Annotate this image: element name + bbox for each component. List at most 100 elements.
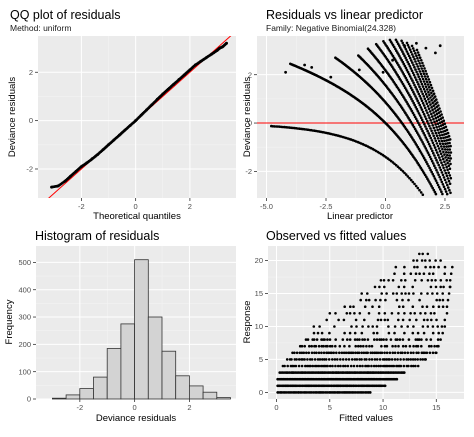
rvp-point — [413, 93, 416, 96]
ovf-point — [385, 338, 388, 341]
ovf-point — [355, 364, 359, 368]
rvp-point — [411, 180, 415, 184]
ovf-point — [349, 305, 352, 309]
rvp-point — [404, 66, 408, 70]
ovf-point — [312, 338, 316, 341]
rvp-point — [438, 156, 441, 159]
qq-point — [95, 153, 98, 157]
ovf-point — [303, 358, 306, 361]
ovf-point — [311, 364, 315, 368]
x-tick-label: 5 — [328, 403, 332, 412]
rvp-point — [436, 161, 439, 164]
ovf-point — [419, 358, 422, 361]
rvp-point — [408, 65, 412, 68]
rvp-point — [441, 142, 445, 146]
rvp-point — [431, 149, 434, 153]
rvp-point — [448, 174, 452, 177]
ovf-point — [407, 358, 410, 361]
ovf-point — [411, 285, 415, 289]
rvp-point — [449, 157, 453, 160]
rvp-point — [412, 125, 416, 129]
ovf-point — [440, 325, 444, 328]
ovf-point — [443, 265, 447, 269]
rvp-point — [448, 154, 452, 157]
ovf-point — [451, 265, 454, 269]
ovf-point — [397, 285, 401, 289]
rvp-point — [424, 125, 427, 128]
ovf-point — [424, 259, 427, 262]
rvp-point — [425, 109, 428, 112]
rvp-point — [438, 175, 442, 179]
rvp-point — [425, 127, 428, 131]
y-tick-label: 15 — [255, 289, 263, 298]
ovf-point — [308, 358, 312, 361]
rvp-point — [421, 92, 425, 96]
rvp-point — [435, 158, 438, 162]
rvp-point — [431, 186, 435, 190]
x-tick-label: 2 — [187, 403, 191, 412]
rvp-point — [432, 97, 435, 100]
ovf-point — [344, 364, 347, 368]
ovf-point — [283, 364, 286, 368]
hist-bar — [188, 385, 204, 400]
x-tick-label: 2 — [188, 202, 192, 211]
rvp-point — [415, 107, 419, 111]
rvp-point — [417, 75, 421, 78]
rvp-point — [442, 185, 446, 188]
ovf-point — [382, 338, 385, 341]
rvp-point — [421, 101, 425, 105]
rvp-point — [429, 168, 432, 172]
rvp-point — [433, 114, 437, 117]
ovf-point — [385, 292, 388, 295]
ovf-point — [285, 358, 289, 361]
rvp-point — [430, 121, 434, 125]
rvp-point — [447, 164, 451, 168]
ovf-point — [445, 279, 449, 282]
ovf-point — [358, 364, 362, 368]
qq-x-axis-label: Theoretical quantiles — [93, 211, 181, 222]
rvp-point — [424, 46, 428, 50]
ovf-point — [312, 331, 316, 335]
rvp-point — [437, 139, 441, 143]
ovf-point — [304, 364, 307, 368]
ovf-point — [322, 344, 325, 348]
ovf-point — [402, 364, 406, 368]
ovf-point — [411, 358, 415, 361]
ovf-point — [412, 325, 415, 328]
qq-point — [154, 99, 158, 102]
x-tick-label: 2.5 — [440, 202, 450, 211]
qq-point — [55, 184, 59, 188]
rvp-point — [414, 105, 418, 109]
qq-point — [187, 69, 191, 73]
rvp-point — [441, 163, 444, 167]
rvp-point — [422, 156, 426, 160]
rvp-point — [446, 142, 449, 145]
rvp-point — [422, 143, 425, 146]
rvp-point — [399, 57, 402, 60]
rvp-point — [413, 76, 417, 79]
rvp-point — [420, 108, 424, 111]
ovf-point — [326, 338, 329, 341]
rvp-point — [444, 125, 448, 129]
rvp-point — [432, 162, 435, 165]
hist-y-axis-label: Frequency — [4, 299, 15, 344]
qq-point — [100, 149, 104, 153]
y-tick-label: 0 — [29, 116, 33, 125]
ovf-point — [411, 331, 415, 335]
ovf-point — [408, 344, 412, 348]
ovf-point — [431, 331, 435, 335]
rvp-point — [419, 116, 423, 119]
rvp-point — [433, 177, 437, 180]
rvp-point — [437, 163, 441, 167]
ovf-point — [358, 338, 361, 341]
ovf-point — [431, 351, 435, 355]
ovf-point — [346, 364, 350, 368]
ovf-point — [343, 305, 347, 309]
ovf-point — [396, 358, 399, 361]
rvp-point — [445, 151, 448, 154]
rvp-point — [423, 90, 427, 93]
ovf-point — [434, 285, 438, 289]
rvp-point — [426, 75, 430, 78]
rvp-point — [430, 91, 433, 95]
rvp-point — [405, 78, 409, 82]
